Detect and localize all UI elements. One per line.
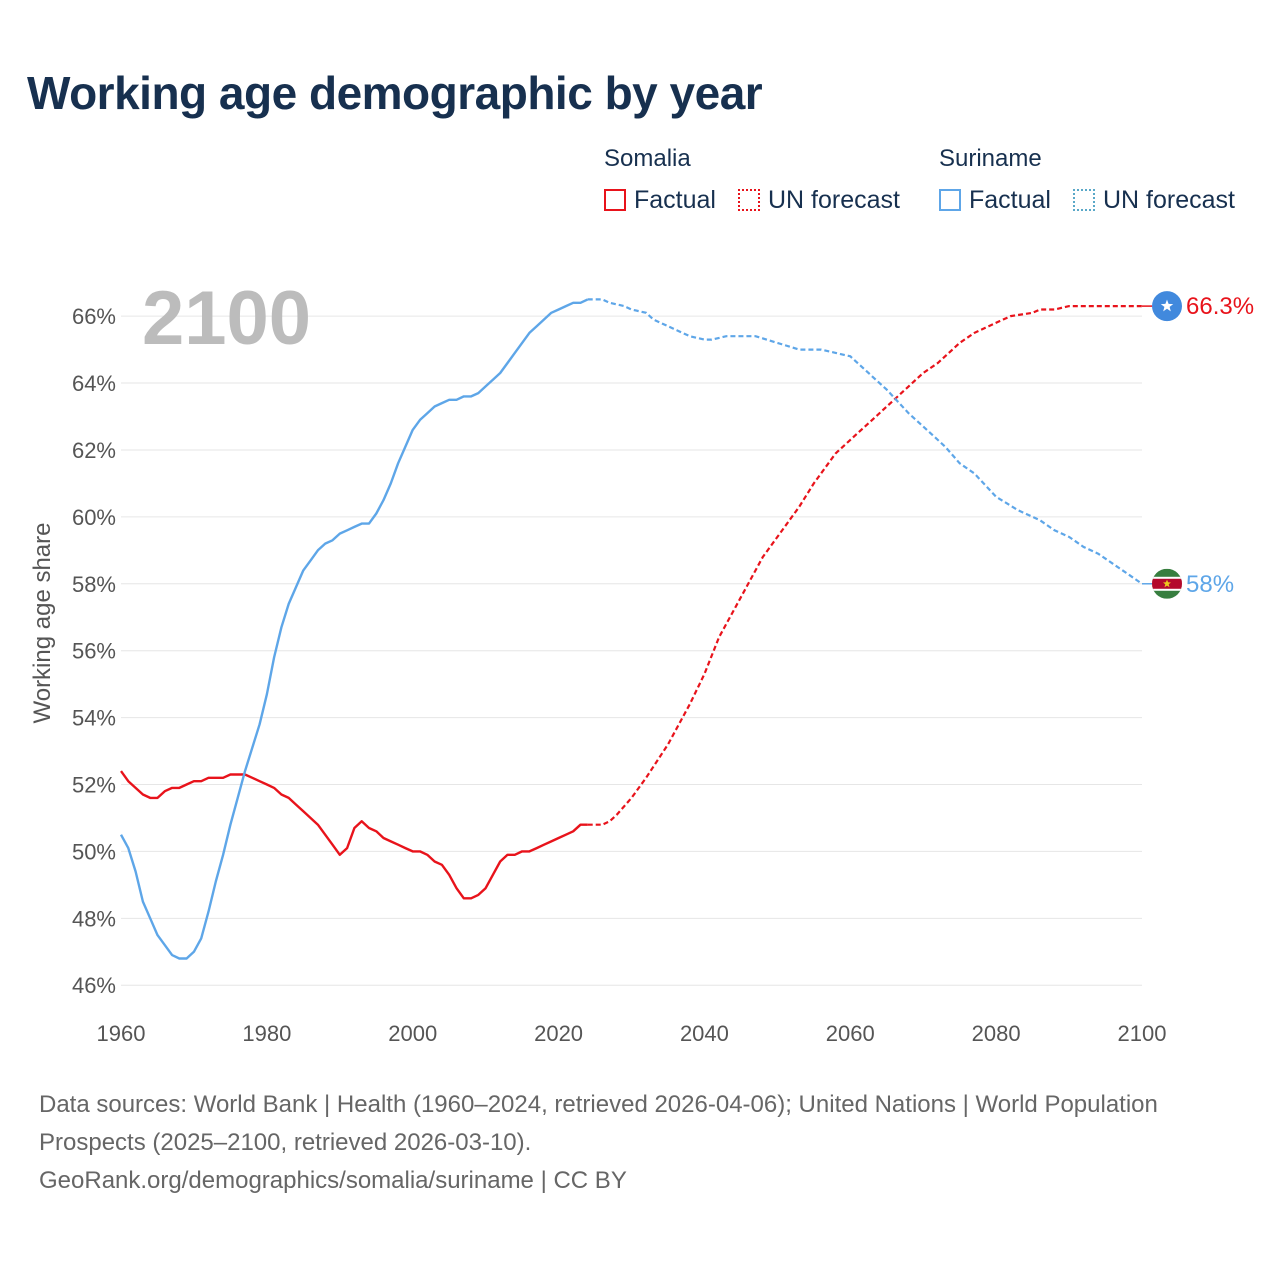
x-tick-label: 1960 (97, 1021, 146, 1046)
y-tick-label: 64% (72, 371, 116, 396)
y-tick-label: 60% (72, 505, 116, 530)
y-tick-label: 54% (72, 706, 116, 731)
suriname-factual-line[interactable] (119, 298, 589, 960)
y-axis-title: Working age share (29, 523, 56, 724)
legend-label: Factual (969, 185, 1051, 214)
legend-group-suriname: Suriname (939, 145, 1042, 172)
y-tick-label: 52% (72, 773, 116, 798)
x-tick-label: 2040 (680, 1021, 729, 1046)
y-tick-label: 46% (72, 973, 116, 998)
forecast-swatch-icon (1073, 189, 1095, 211)
suriname-forecast-line[interactable] (587, 298, 1143, 585)
legend-label: UN forecast (768, 185, 900, 214)
legend-item-somalia-forecast[interactable]: UN forecast (738, 185, 900, 215)
somalia-forecast-line[interactable] (587, 305, 1142, 826)
y-tick-label: 48% (72, 906, 116, 931)
legend-item-somalia-factual[interactable]: Factual (604, 185, 716, 215)
end-markers: 66.3% 58% (1142, 291, 1254, 599)
legend-item-suriname-factual[interactable]: Factual (939, 185, 1051, 215)
y-tick-label: 66% (72, 304, 116, 329)
somalia-flag-icon (1152, 291, 1182, 322)
data-sources: Data sources: World Bank | Health (1960–… (39, 1091, 1158, 1156)
line-chart: 2100 46% 48% 50% 52% 54% 56% 58% 60% 62% 64% 66% 1… (29, 276, 1254, 1046)
gridlines (121, 315, 1142, 986)
somalia-factual-line[interactable] (120, 770, 588, 900)
x-tick-label: 2000 (388, 1021, 437, 1046)
forecast-swatch-icon (738, 189, 760, 211)
footer: Data sources: World Bank | Health (1960–… (39, 1086, 1219, 1200)
factual-swatch-icon (604, 189, 626, 211)
x-tick-label: 2100 (1118, 1021, 1167, 1046)
legend-label: Factual (634, 185, 716, 214)
y-tick-label: 58% (72, 572, 116, 597)
current-year-label: 2100 (142, 276, 311, 361)
y-axis-tick-labels: 46% 48% 50% 52% 54% 56% 58% 60% 62% 64% 66% (72, 304, 116, 998)
x-axis-tick-labels: 1960 1980 2000 2020 2040 2060 2080 2100 (97, 1021, 1167, 1046)
legend-group-somalia: Somalia (604, 145, 691, 172)
x-tick-label: 2060 (826, 1021, 875, 1046)
y-tick-label: 50% (72, 839, 116, 864)
legend-item-suriname-forecast[interactable]: UN forecast (1073, 185, 1235, 215)
y-tick-label: 56% (72, 639, 116, 664)
series-lines (119, 298, 1143, 960)
factual-swatch-icon (939, 189, 961, 211)
x-tick-label: 1980 (242, 1021, 291, 1046)
chart-title: Working age demographic by year (27, 67, 763, 119)
suriname-end-value-label: 58% (1186, 571, 1234, 598)
x-tick-label: 2080 (972, 1021, 1021, 1046)
somalia-end-value-label: 66.3% (1186, 293, 1254, 320)
credit-link[interactable]: GeoRank.org/demographics/somalia/surinam… (39, 1167, 627, 1194)
legend-label: UN forecast (1103, 185, 1235, 214)
y-tick-label: 62% (72, 438, 116, 463)
x-tick-label: 2020 (534, 1021, 583, 1046)
suriname-flag-icon (1152, 568, 1182, 599)
